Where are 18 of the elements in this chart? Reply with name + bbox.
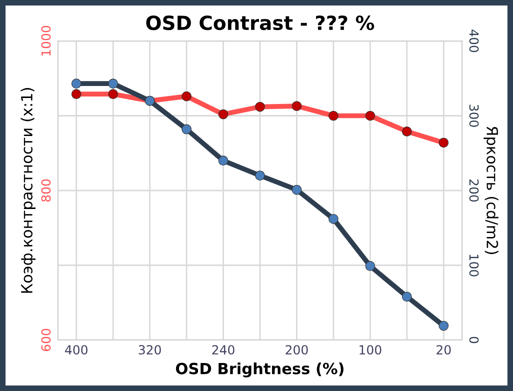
- x-tick-label: 320: [138, 345, 161, 355]
- y2-tick-label: 400: [469, 30, 479, 52]
- x-tick-label: 240: [212, 345, 234, 355]
- y-axis-title: Коэф.контрастности (x:1): [20, 88, 36, 293]
- chart-title: OSD Contrast - ??? %: [146, 15, 374, 30]
- x-tick-label: 20: [436, 345, 451, 355]
- x-axis-title: OSD Brightness (%): [176, 362, 344, 378]
- y2-tick-label: 300: [469, 104, 479, 127]
- y-tick-label: 1000: [41, 26, 51, 56]
- x-tick-label: 100: [360, 345, 382, 355]
- y-tick-label: 800: [41, 179, 51, 202]
- x-tick-label: 200: [286, 345, 308, 355]
- y2-tick-label: 0: [469, 336, 479, 344]
- x-tick-label: 400: [65, 345, 88, 355]
- y2-tick-label: 100: [469, 254, 479, 276]
- y-tick-label: 600: [41, 328, 51, 352]
- y2-tick-label: 200: [469, 179, 479, 202]
- y2-axis-title: Яркость (cd/m2): [484, 126, 498, 254]
